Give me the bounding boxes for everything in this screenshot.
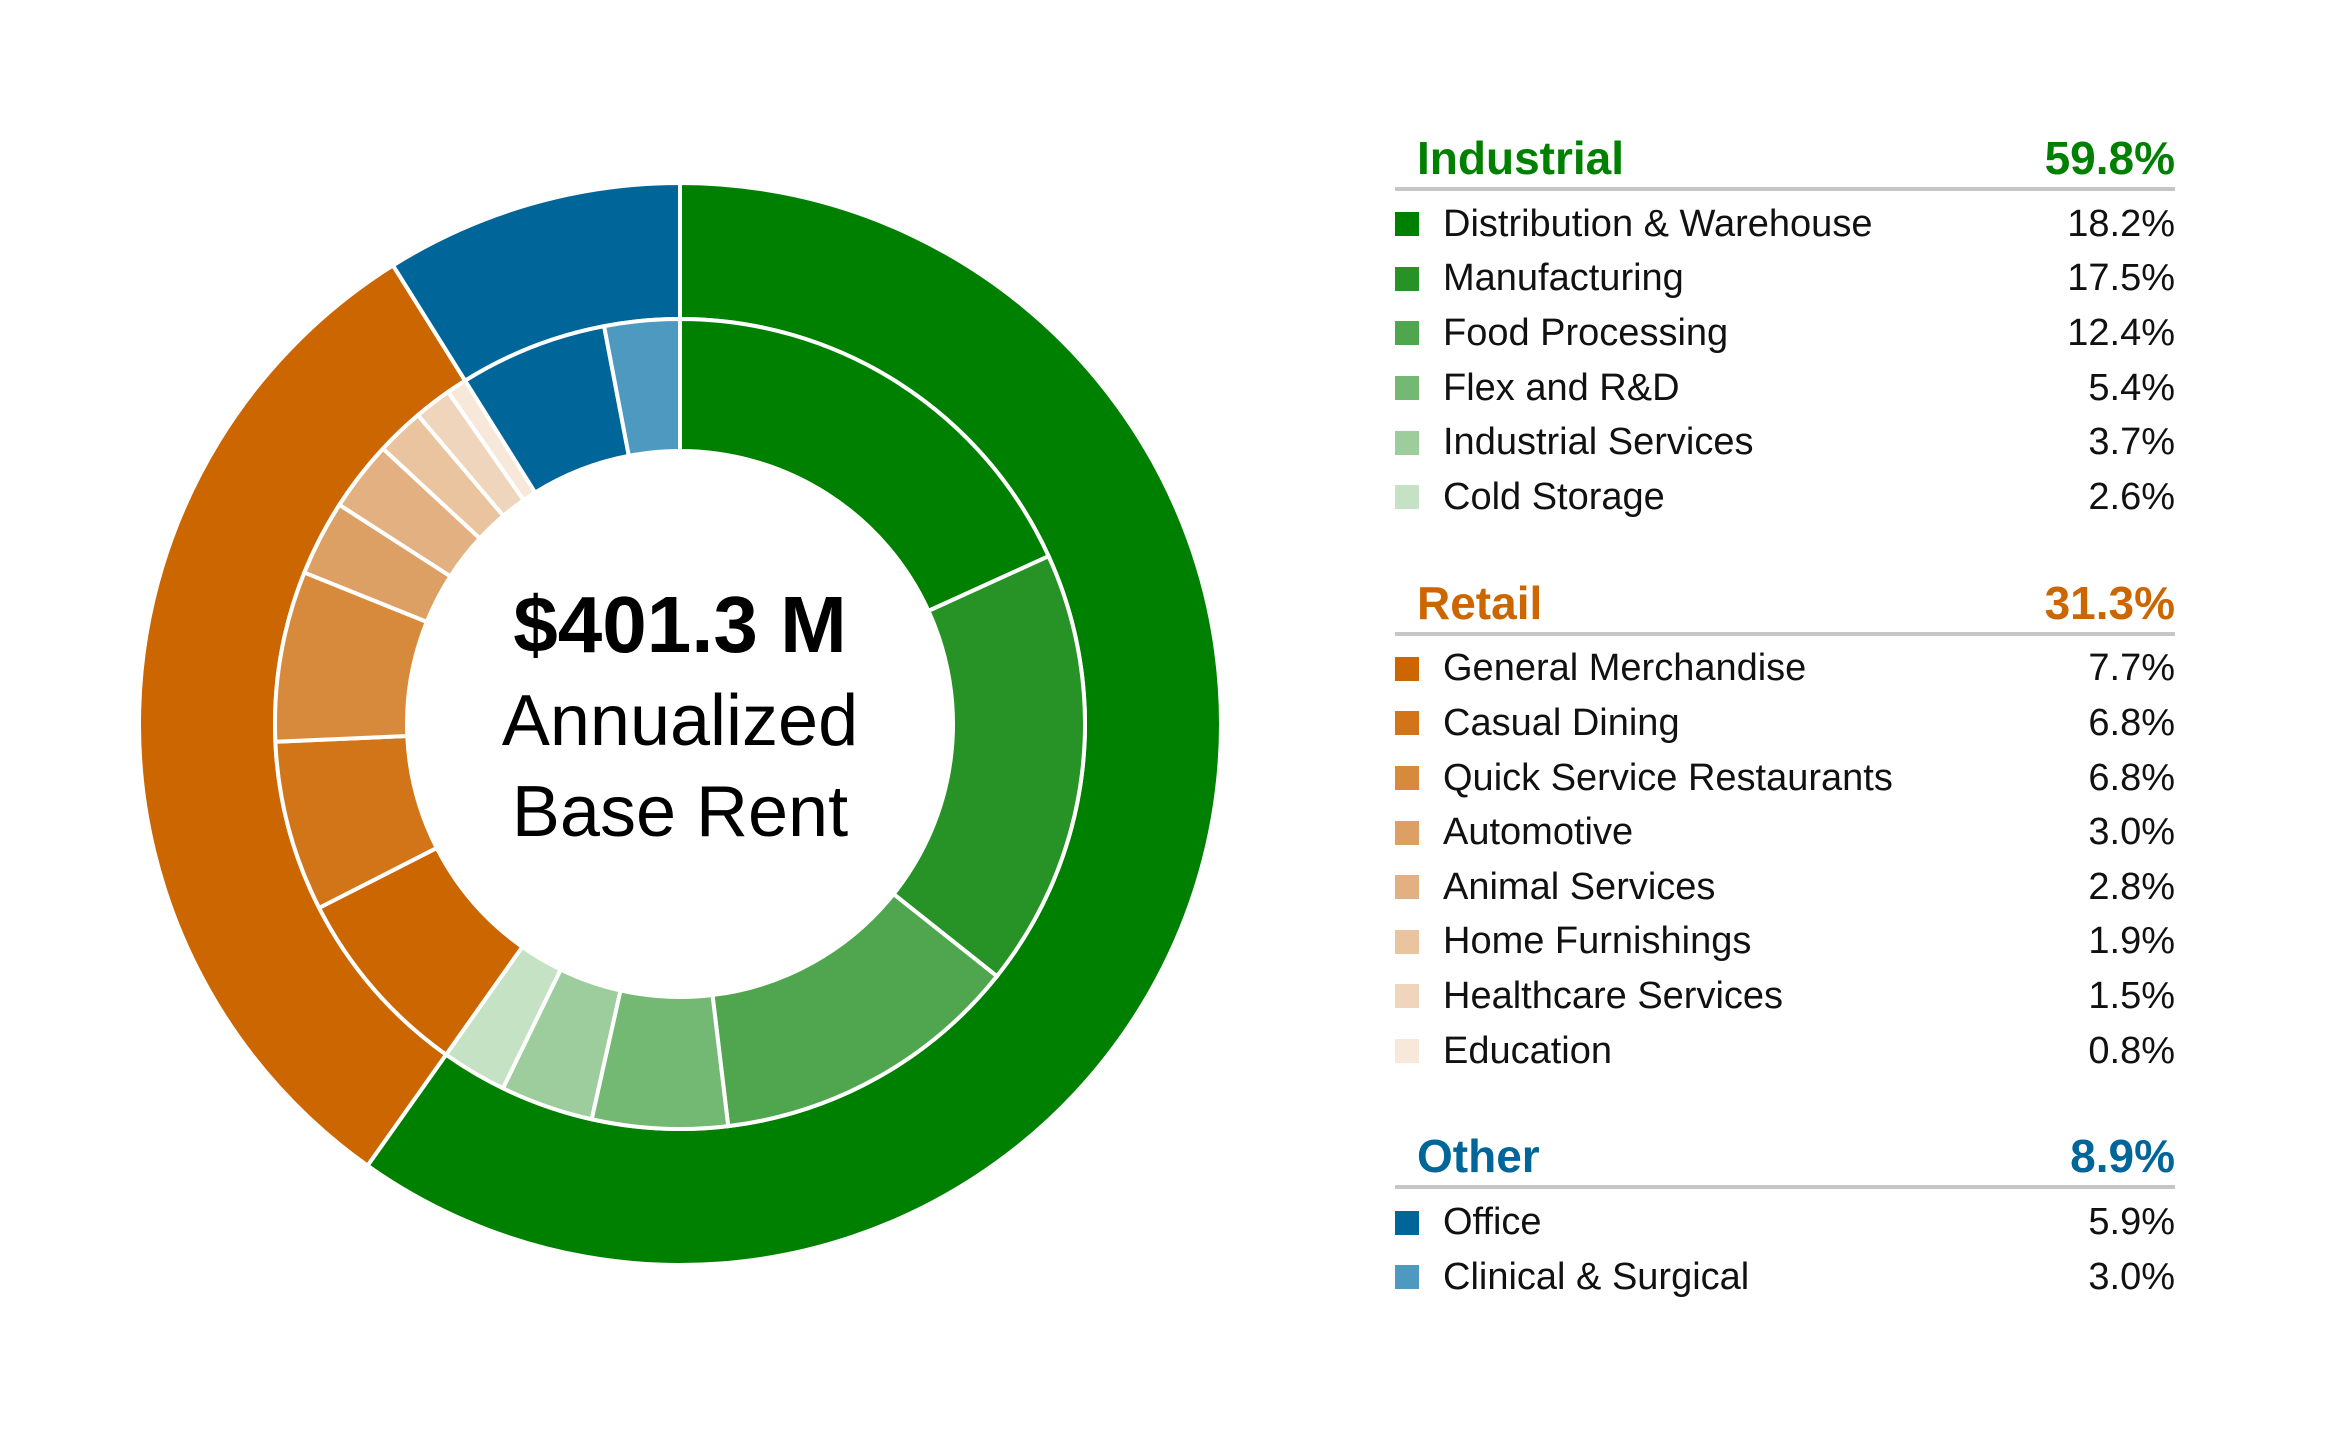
legend-item: Industrial Services 3.7% — [1395, 415, 2175, 470]
legend-item-label: General Merchandise — [1443, 647, 1807, 690]
legend-swatch — [1395, 656, 1419, 681]
legend-item: Distribution & Warehouse 18.2% — [1395, 197, 2175, 252]
legend-swatch — [1395, 929, 1419, 954]
legend-item-label: Food Processing — [1443, 311, 1729, 354]
legend-group-header: Other 8.9% — [1395, 1130, 2175, 1190]
group-value: 59.8% — [2044, 132, 2175, 184]
legend: Industrial 59.8% Distribution & Warehous… — [1395, 135, 2175, 1360]
legend-swatch — [1395, 875, 1419, 900]
legend-group-industrial: Industrial 59.8% Distribution & Warehous… — [1395, 135, 2175, 525]
legend-item-value: 0.8% — [2088, 1029, 2175, 1072]
legend-item: Quick Service Restaurants 6.8% — [1395, 751, 2175, 806]
legend-item-label: Home Furnishings — [1443, 920, 1752, 963]
group-name: Other — [1417, 1130, 1540, 1183]
group-value: 8.9% — [2070, 1130, 2175, 1183]
group-name: Industrial — [1417, 132, 1625, 184]
legend-item-value: 2.6% — [2088, 475, 2175, 518]
legend-swatch — [1395, 485, 1419, 510]
legend-item-value: 5.4% — [2088, 366, 2175, 409]
legend-item: Office 5.9% — [1395, 1195, 2175, 1250]
legend-swatch — [1395, 1039, 1419, 1064]
legend-item-label: Clinical & Surgical — [1443, 1255, 1750, 1298]
legend-item: Automotive 3.0% — [1395, 805, 2175, 860]
legend-item-label: Cold Storage — [1443, 475, 1665, 518]
legend-item: Manufacturing 17.5% — [1395, 252, 2175, 307]
legend-swatch — [1395, 376, 1419, 401]
legend-item-label: Casual Dining — [1443, 701, 1680, 744]
donut-chart: $401.3 M Annualized Base Rent — [137, 180, 1223, 1267]
legend-item-value: 5.9% — [2088, 1201, 2175, 1244]
legend-item-label: Quick Service Restaurants — [1443, 756, 1893, 799]
legend-item-label: Automotive — [1443, 811, 1634, 854]
legend-item-label: Education — [1443, 1029, 1613, 1072]
legend-item-value: 7.7% — [2088, 647, 2175, 690]
legend-item: Food Processing 12.4% — [1395, 306, 2175, 361]
legend-item: Clinical & Surgical 3.0% — [1395, 1250, 2175, 1305]
legend-item: Education 0.8% — [1395, 1024, 2175, 1079]
legend-item: Healthcare Services 1.5% — [1395, 969, 2175, 1024]
inner-ring — [273, 316, 1087, 1131]
legend-group-other: Other 8.9% Office 5.9% Clinical & Surgica… — [1395, 1133, 2175, 1304]
legend-item-value: 2.8% — [2088, 865, 2175, 908]
center-amount: $401.3 M — [513, 580, 847, 669]
legend-item-label: Distribution & Warehouse — [1443, 202, 1873, 245]
inner-slice-clinical-surgical — [601, 316, 682, 459]
outer-ring — [137, 180, 1223, 1267]
legend-swatch — [1395, 212, 1419, 237]
legend-swatch — [1395, 820, 1419, 845]
legend-group-header: Retail 31.3% — [1395, 580, 2175, 636]
legend-item-label: Office — [1443, 1201, 1542, 1244]
legend-swatch — [1395, 1210, 1419, 1235]
legend-swatch — [1395, 711, 1419, 736]
legend-item-value: 6.8% — [2088, 756, 2175, 799]
legend-item-value: 3.0% — [2088, 1255, 2175, 1298]
legend-item-label: Manufacturing — [1443, 257, 1684, 300]
legend-group-header: Industrial 59.8% — [1395, 135, 2175, 191]
legend-swatch — [1395, 984, 1419, 1009]
legend-item: Home Furnishings 1.9% — [1395, 915, 2175, 970]
legend-item: Flex and R&D 5.4% — [1395, 361, 2175, 416]
legend-item-value: 1.9% — [2088, 920, 2175, 963]
legend-item-value: 12.4% — [2067, 311, 2175, 354]
legend-swatch — [1395, 321, 1419, 346]
inner-slice-distribution-warehouse — [678, 316, 1052, 614]
inner-slice-manufacturing — [890, 553, 1087, 980]
legend-item-value: 18.2% — [2067, 202, 2175, 245]
legend-item: Cold Storage 2.6% — [1395, 470, 2175, 525]
legend-item-value: 17.5% — [2067, 257, 2175, 300]
legend-item-value: 3.0% — [2088, 811, 2175, 854]
group-value: 31.3% — [2044, 576, 2175, 629]
center-line-1: Annualized — [502, 681, 858, 761]
legend-swatch — [1395, 766, 1419, 791]
center-line-2: Base Rent — [512, 772, 848, 852]
group-name: Retail — [1417, 576, 1543, 629]
legend-item-label: Healthcare Services — [1443, 974, 1784, 1017]
legend-item: Animal Services 2.8% — [1395, 860, 2175, 915]
legend-item: General Merchandise 7.7% — [1395, 642, 2175, 697]
legend-item-value: 3.7% — [2088, 421, 2175, 464]
legend-swatch — [1395, 1265, 1419, 1290]
legend-swatch — [1395, 430, 1419, 455]
legend-item-value: 1.5% — [2088, 974, 2175, 1017]
legend-item-value: 6.8% — [2088, 701, 2175, 744]
legend-item-label: Flex and R&D — [1443, 366, 1680, 409]
legend-item-label: Industrial Services — [1443, 421, 1754, 464]
legend-item-label: Animal Services — [1443, 865, 1716, 908]
legend-swatch — [1395, 266, 1419, 291]
legend-item: Casual Dining 6.8% — [1395, 696, 2175, 751]
legend-group-retail: Retail 31.3% General Merchandise 7.7% Cas… — [1395, 580, 2175, 1079]
